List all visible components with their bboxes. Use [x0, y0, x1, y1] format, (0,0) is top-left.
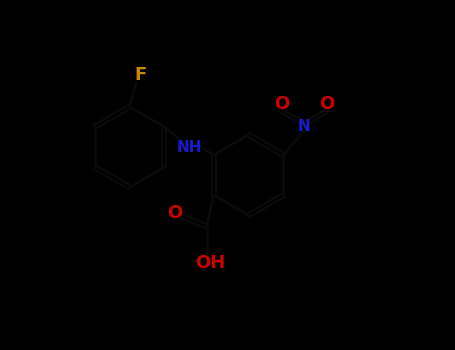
Text: O: O — [319, 95, 335, 113]
Text: N: N — [298, 119, 311, 134]
Text: O: O — [274, 95, 289, 113]
Text: OH: OH — [195, 254, 225, 272]
Text: O: O — [167, 204, 183, 222]
Text: NH: NH — [176, 140, 202, 155]
Text: F: F — [134, 66, 146, 84]
